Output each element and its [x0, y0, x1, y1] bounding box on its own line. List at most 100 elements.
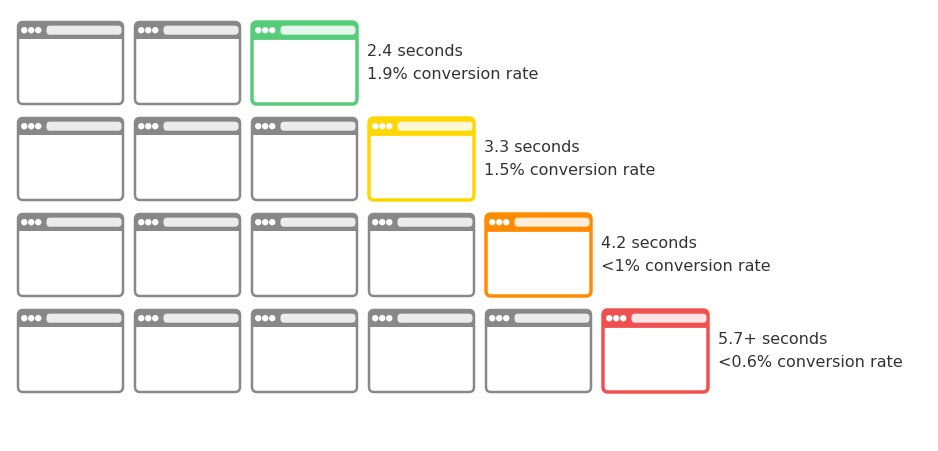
- Circle shape: [145, 28, 151, 33]
- FancyBboxPatch shape: [135, 22, 240, 38]
- FancyBboxPatch shape: [398, 314, 473, 323]
- Bar: [370, 222, 473, 230]
- Circle shape: [36, 28, 40, 33]
- Circle shape: [29, 28, 34, 33]
- Text: 4.2 seconds: 4.2 seconds: [601, 236, 697, 251]
- FancyBboxPatch shape: [369, 214, 474, 230]
- FancyBboxPatch shape: [47, 218, 122, 227]
- Circle shape: [372, 124, 378, 129]
- Circle shape: [386, 220, 392, 225]
- FancyBboxPatch shape: [369, 118, 474, 134]
- Circle shape: [497, 316, 502, 321]
- Circle shape: [153, 28, 158, 33]
- Bar: [19, 30, 122, 38]
- FancyBboxPatch shape: [163, 122, 238, 131]
- Circle shape: [22, 28, 27, 33]
- FancyBboxPatch shape: [280, 218, 356, 227]
- FancyBboxPatch shape: [515, 314, 589, 323]
- FancyBboxPatch shape: [280, 26, 356, 35]
- Bar: [136, 30, 239, 38]
- Bar: [253, 126, 356, 134]
- Circle shape: [504, 220, 508, 225]
- FancyBboxPatch shape: [603, 310, 708, 392]
- Bar: [370, 318, 473, 327]
- FancyBboxPatch shape: [18, 118, 123, 200]
- FancyBboxPatch shape: [252, 22, 357, 38]
- Circle shape: [29, 124, 34, 129]
- Circle shape: [386, 316, 392, 321]
- Text: 2.4 seconds: 2.4 seconds: [367, 44, 462, 59]
- Bar: [371, 126, 473, 134]
- Circle shape: [29, 316, 34, 321]
- Circle shape: [490, 316, 494, 321]
- Circle shape: [36, 220, 40, 225]
- Circle shape: [270, 124, 275, 129]
- FancyBboxPatch shape: [280, 122, 356, 131]
- FancyBboxPatch shape: [486, 214, 591, 296]
- Circle shape: [372, 316, 378, 321]
- Circle shape: [386, 124, 392, 129]
- Circle shape: [256, 28, 261, 33]
- FancyBboxPatch shape: [163, 26, 238, 35]
- FancyBboxPatch shape: [398, 218, 473, 227]
- FancyBboxPatch shape: [135, 214, 240, 230]
- FancyBboxPatch shape: [135, 310, 240, 327]
- FancyBboxPatch shape: [135, 118, 240, 134]
- FancyBboxPatch shape: [18, 22, 123, 38]
- FancyBboxPatch shape: [252, 118, 357, 200]
- Circle shape: [153, 220, 158, 225]
- Circle shape: [22, 124, 27, 129]
- Circle shape: [139, 316, 144, 321]
- Circle shape: [372, 220, 378, 225]
- Text: 3.3 seconds: 3.3 seconds: [484, 140, 580, 155]
- Circle shape: [270, 316, 275, 321]
- Circle shape: [263, 220, 267, 225]
- FancyBboxPatch shape: [47, 122, 122, 131]
- Circle shape: [256, 220, 261, 225]
- Bar: [136, 222, 239, 230]
- FancyBboxPatch shape: [252, 22, 357, 104]
- Circle shape: [380, 124, 385, 129]
- Bar: [253, 318, 356, 327]
- FancyBboxPatch shape: [135, 214, 240, 296]
- FancyBboxPatch shape: [135, 22, 240, 104]
- Circle shape: [256, 124, 261, 129]
- Text: <1% conversion rate: <1% conversion rate: [601, 259, 771, 274]
- Circle shape: [256, 316, 261, 321]
- FancyBboxPatch shape: [163, 314, 238, 323]
- Circle shape: [263, 28, 267, 33]
- Circle shape: [263, 124, 267, 129]
- Text: 5.7+ seconds: 5.7+ seconds: [718, 332, 827, 347]
- Circle shape: [380, 316, 385, 321]
- Circle shape: [490, 220, 494, 225]
- Circle shape: [139, 124, 144, 129]
- FancyBboxPatch shape: [135, 310, 240, 392]
- FancyBboxPatch shape: [252, 310, 357, 392]
- Circle shape: [36, 316, 40, 321]
- FancyBboxPatch shape: [18, 214, 123, 296]
- FancyBboxPatch shape: [280, 314, 356, 323]
- FancyBboxPatch shape: [631, 314, 706, 323]
- Text: <0.6% conversion rate: <0.6% conversion rate: [718, 355, 902, 370]
- Bar: [253, 30, 356, 38]
- Circle shape: [497, 220, 502, 225]
- FancyBboxPatch shape: [252, 310, 357, 327]
- FancyBboxPatch shape: [486, 214, 591, 230]
- Circle shape: [621, 316, 626, 321]
- FancyBboxPatch shape: [18, 22, 123, 104]
- FancyBboxPatch shape: [486, 310, 591, 392]
- Circle shape: [139, 220, 144, 225]
- FancyBboxPatch shape: [47, 26, 122, 35]
- Circle shape: [145, 220, 151, 225]
- FancyBboxPatch shape: [486, 310, 591, 327]
- FancyBboxPatch shape: [252, 214, 357, 230]
- FancyBboxPatch shape: [369, 310, 474, 392]
- FancyBboxPatch shape: [369, 214, 474, 296]
- Circle shape: [613, 316, 619, 321]
- Circle shape: [36, 124, 40, 129]
- FancyBboxPatch shape: [515, 218, 589, 227]
- Circle shape: [270, 28, 275, 33]
- Bar: [136, 318, 239, 327]
- Bar: [487, 222, 590, 230]
- FancyBboxPatch shape: [398, 122, 473, 131]
